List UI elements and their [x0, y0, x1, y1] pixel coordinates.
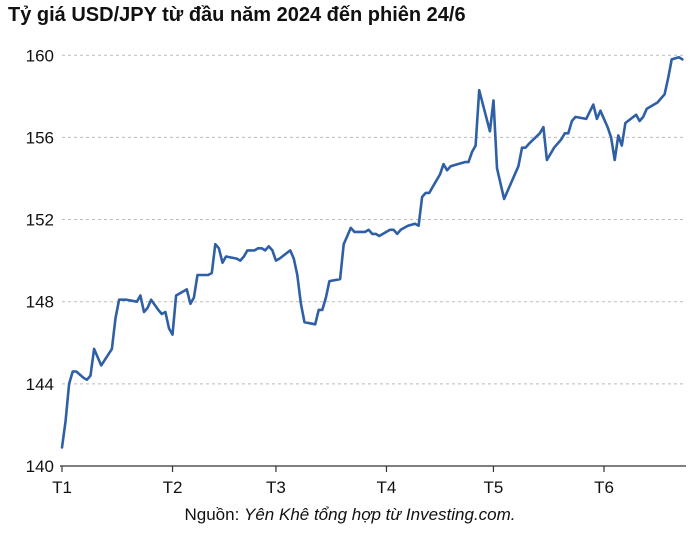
y-tick-label: 152 [26, 211, 54, 230]
x-ticks [61, 466, 605, 472]
line-chart: 140 144 148 152 156 160 T1 T2 T3 T4 T5 T6 [26, 46, 686, 497]
x-tick-label: T2 [163, 478, 183, 497]
y-tick-label: 144 [26, 375, 54, 394]
usd-jpy-series-line [60, 56, 684, 449]
y-grid [62, 54, 686, 385]
source-note: Nguồn: Yên Khê tổng hợp từ Investing.com… [0, 505, 700, 525]
y-tick-label: 156 [26, 128, 54, 147]
x-tick-label: T3 [266, 478, 286, 497]
y-tick-label: 140 [26, 457, 54, 476]
y-tick-labels: 140 144 148 152 156 160 [26, 46, 54, 476]
source-text: Yên Khê tổng hợp từ Investing.com. [244, 505, 516, 524]
x-tick-label: T1 [52, 478, 72, 497]
chart-title: Tỷ giá USD/JPY từ đầu năm 2024 đến phiên… [8, 4, 466, 26]
x-tick-label: T6 [594, 478, 614, 497]
x-tick-label: T4 [377, 478, 397, 497]
x-tick-label: T5 [484, 478, 504, 497]
y-tick-label: 148 [26, 293, 54, 312]
x-tick-labels: T1 T2 T3 T4 T5 T6 [52, 478, 614, 497]
y-tick-label: 160 [26, 46, 54, 65]
source-prefix: Nguồn: [184, 505, 245, 524]
